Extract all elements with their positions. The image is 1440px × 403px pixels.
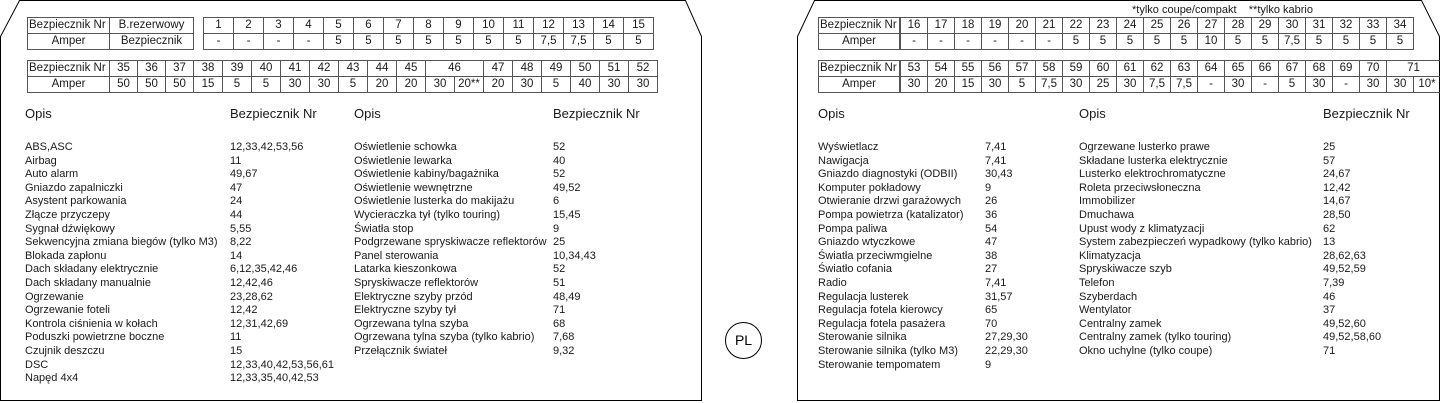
svg-text:PL: PL [735,332,752,348]
